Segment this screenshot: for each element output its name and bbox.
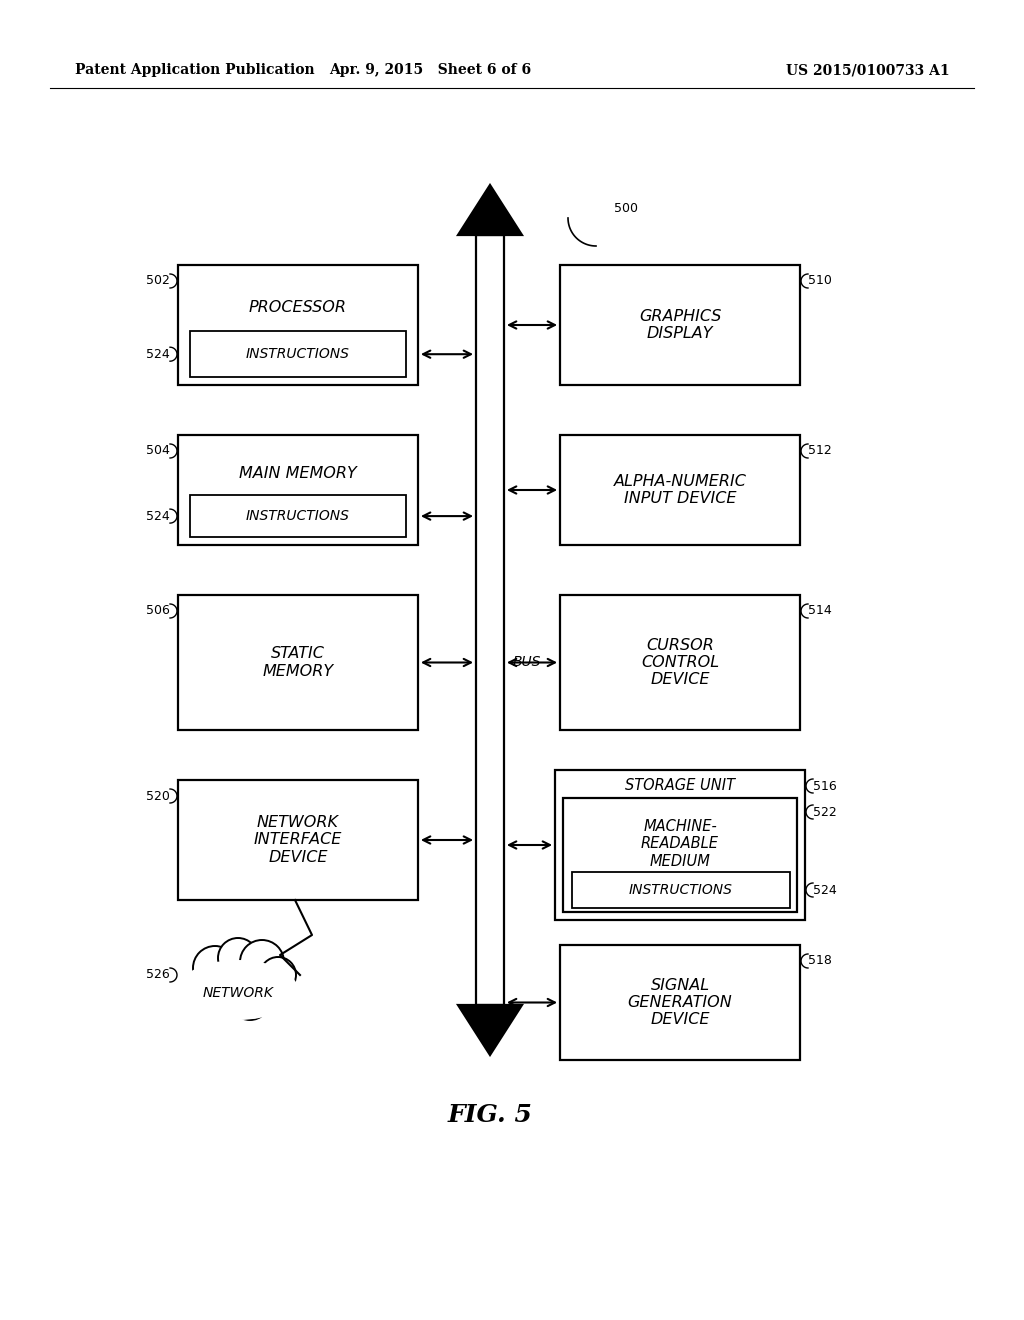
Text: Apr. 9, 2015   Sheet 6 of 6: Apr. 9, 2015 Sheet 6 of 6 <box>329 63 531 77</box>
Bar <box>560 436 800 545</box>
Text: NETWORK: NETWORK <box>203 986 273 1001</box>
Circle shape <box>254 974 290 1010</box>
Text: INSTRUCTIONS: INSTRUCTIONS <box>246 347 350 362</box>
Text: PROCESSOR: PROCESSOR <box>249 300 347 314</box>
Bar <box>572 873 790 908</box>
Text: 500: 500 <box>614 202 638 214</box>
Text: 524: 524 <box>146 510 170 523</box>
Text: 516: 516 <box>813 780 837 792</box>
Polygon shape <box>458 185 522 235</box>
Text: SIGNAL
GENERATION
DEVICE: SIGNAL GENERATION DEVICE <box>628 978 732 1027</box>
Text: BUS: BUS <box>513 655 542 669</box>
Text: STORAGE UNIT: STORAGE UNIT <box>625 779 735 793</box>
Bar <box>178 265 418 385</box>
Bar <box>476 235 504 1005</box>
Bar <box>563 799 797 912</box>
Text: 514: 514 <box>808 605 831 618</box>
Text: 518: 518 <box>808 954 831 968</box>
Text: MACHINE-
READABLE
MEDIUM: MACHINE- READABLE MEDIUM <box>641 818 719 869</box>
Text: 524: 524 <box>146 347 170 360</box>
Bar <box>190 495 406 537</box>
Text: NETWORK
INTERFACE
DEVICE: NETWORK INTERFACE DEVICE <box>254 814 342 865</box>
Text: 522: 522 <box>813 805 837 818</box>
Circle shape <box>240 940 284 983</box>
Text: 502: 502 <box>146 275 170 288</box>
Text: 520: 520 <box>146 789 170 803</box>
Circle shape <box>193 969 224 1001</box>
Circle shape <box>230 979 270 1020</box>
Text: MAIN MEMORY: MAIN MEMORY <box>240 466 357 480</box>
Text: GRAPHICS
DISPLAY: GRAPHICS DISPLAY <box>639 309 721 341</box>
Text: Patent Application Publication: Patent Application Publication <box>75 63 314 77</box>
Text: 504: 504 <box>146 445 170 458</box>
Bar <box>560 945 800 1060</box>
Text: CURSOR
CONTROL
DEVICE: CURSOR CONTROL DEVICE <box>641 638 719 688</box>
Bar <box>190 331 406 378</box>
Polygon shape <box>458 1005 522 1055</box>
Bar <box>560 265 800 385</box>
Text: 506: 506 <box>146 605 170 618</box>
Bar <box>178 436 418 545</box>
Bar <box>560 595 800 730</box>
Ellipse shape <box>178 960 298 1020</box>
Text: INSTRUCTIONS: INSTRUCTIONS <box>629 883 733 898</box>
Circle shape <box>260 957 296 993</box>
Text: ALPHA-NUMERIC
INPUT DEVICE: ALPHA-NUMERIC INPUT DEVICE <box>613 474 746 506</box>
Circle shape <box>218 939 258 978</box>
Circle shape <box>207 979 243 1016</box>
Text: 524: 524 <box>813 883 837 896</box>
Bar <box>555 770 805 920</box>
Text: 510: 510 <box>808 275 831 288</box>
Text: 526: 526 <box>146 969 170 982</box>
Text: INSTRUCTIONS: INSTRUCTIONS <box>246 510 350 523</box>
Text: STATIC
MEMORY: STATIC MEMORY <box>262 647 334 678</box>
Text: FIG. 5: FIG. 5 <box>447 1104 532 1127</box>
Text: 512: 512 <box>808 445 831 458</box>
Circle shape <box>193 946 237 990</box>
Text: US 2015/0100733 A1: US 2015/0100733 A1 <box>786 63 950 77</box>
Bar <box>178 595 418 730</box>
Bar <box>178 780 418 900</box>
